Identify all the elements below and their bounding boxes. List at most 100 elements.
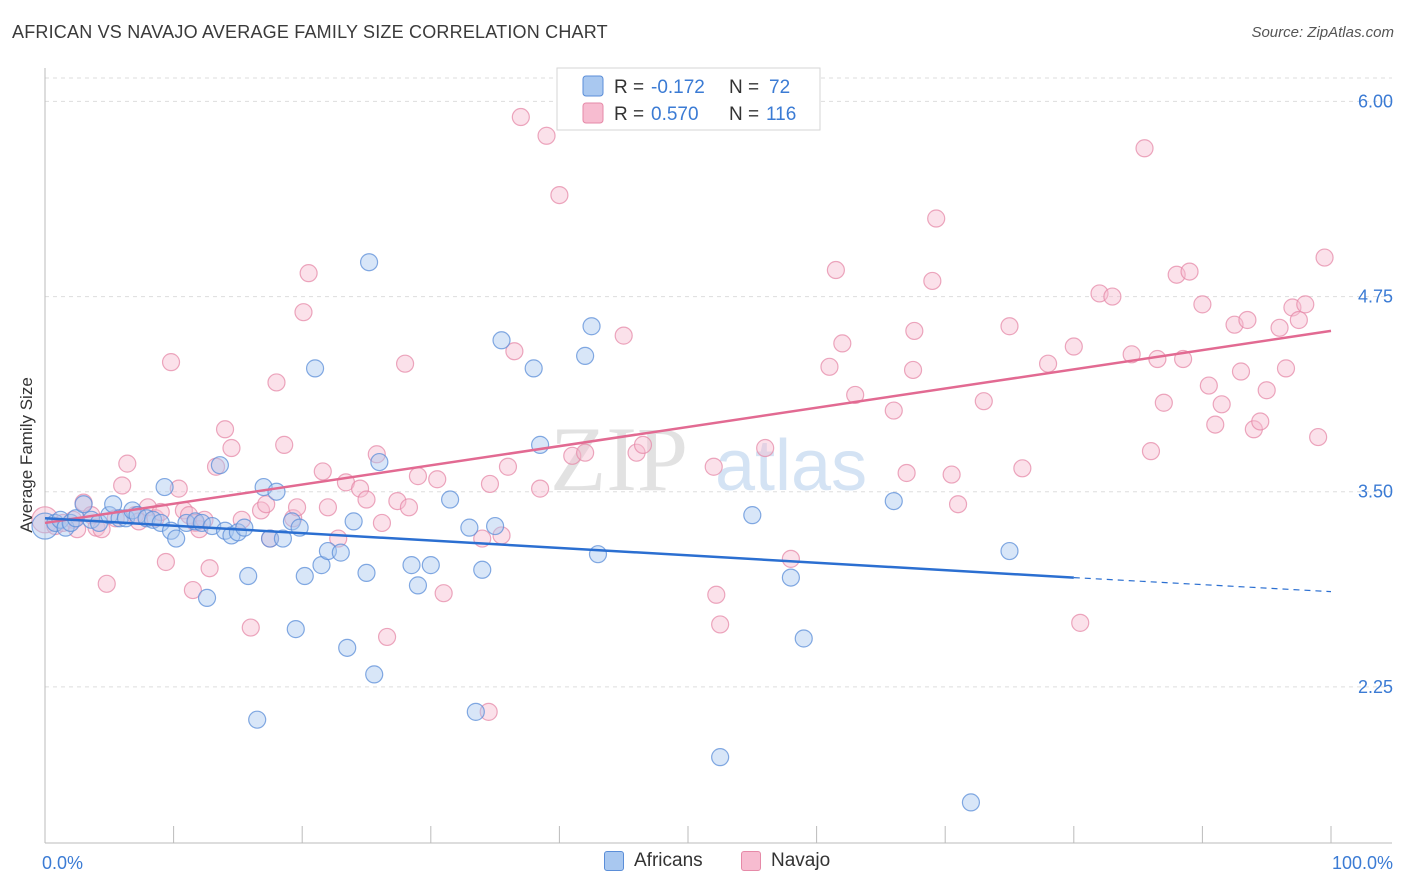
navajo-point [434, 584, 453, 603]
navajo-point [884, 401, 903, 420]
african-point [466, 702, 485, 721]
legend-swatch-navajo [582, 102, 604, 124]
navajo-point [820, 357, 839, 376]
african-point [197, 588, 217, 607]
navajo-point [633, 435, 653, 454]
y-tick-label: 6.00 [1358, 91, 1393, 111]
african-point [155, 477, 174, 497]
navajo-point [97, 574, 116, 593]
african-point [582, 317, 601, 336]
african-point [359, 253, 379, 272]
navajo-point [707, 585, 726, 604]
navajo-point [1206, 415, 1225, 434]
african-point [794, 629, 813, 648]
legend-swatch-africans [582, 75, 604, 97]
navajo-point [1013, 459, 1032, 478]
african-point [884, 491, 903, 511]
african-point [743, 506, 762, 525]
navajo-point [1296, 295, 1315, 314]
navajo-point [156, 552, 175, 572]
x-tick-label-min: 0.0% [42, 853, 83, 873]
navajo-point [711, 615, 730, 634]
navajo-point [1154, 393, 1173, 412]
navajo-point [1199, 376, 1218, 395]
legend-bottom-label-africans: Africans [634, 850, 703, 871]
navajo-point [372, 513, 392, 533]
y-tick-label: 3.50 [1358, 482, 1393, 502]
african-point [408, 576, 428, 595]
legend-bottom-swatch-africans [604, 851, 624, 871]
african-point [460, 518, 479, 537]
navajo-point [756, 438, 775, 458]
navajo-point [897, 463, 916, 483]
african-point [235, 518, 254, 537]
navajo-point [614, 326, 633, 345]
navajo-point [480, 474, 500, 494]
legend-n-label-navajo: N = [729, 104, 759, 125]
navajo-point [550, 185, 569, 205]
legend-r-label-africans: R = [614, 77, 644, 98]
navajo-point [1000, 317, 1019, 336]
african-point [402, 556, 421, 575]
navajo-point [781, 549, 800, 568]
african-point [210, 456, 229, 475]
navajo-point [183, 580, 202, 600]
african-point [1000, 541, 1019, 561]
x-tick-label-max: 100.0% [1332, 853, 1393, 873]
african-point [370, 452, 389, 472]
legend-item-navajo: Navajo [741, 850, 830, 872]
navajo-point [357, 490, 376, 509]
navajo-point [1141, 442, 1161, 461]
africans-points [31, 253, 1019, 812]
african-point [74, 495, 93, 514]
navajo-point [1257, 381, 1276, 400]
navajo-point [826, 260, 845, 280]
navajo-point [1276, 359, 1296, 378]
navajo-point [1135, 139, 1154, 158]
african-point [331, 543, 350, 562]
navajo-point [905, 321, 924, 341]
navajo-point [388, 491, 407, 511]
watermark-zip: ZIP [550, 408, 688, 510]
chart-title: AFRICAN VS NAVAJO AVERAGE FAMILY SIZE CO… [12, 22, 608, 42]
legend-n-value-navajo: 116 [766, 104, 796, 125]
navajo-point [215, 420, 235, 439]
african-point [295, 566, 314, 586]
navajo-point [479, 702, 498, 721]
navajo-point [1231, 362, 1251, 381]
navajo-point [1212, 395, 1231, 414]
african-point [524, 359, 543, 378]
navajo-point [846, 385, 865, 405]
african-point [248, 710, 267, 729]
africans-trend-line [44, 517, 1074, 579]
navajo-point [318, 498, 338, 517]
navajo-point [948, 495, 968, 514]
navajo-point [1193, 295, 1212, 314]
legend-bottom-swatch-navajo [741, 851, 761, 871]
navajo-point [704, 457, 723, 476]
african-point [440, 490, 460, 509]
navajo-point [974, 392, 993, 411]
african-point [167, 529, 186, 548]
navajo-point [942, 465, 961, 484]
navajo-point [169, 479, 188, 498]
african-point [267, 482, 286, 501]
navajo-point [1122, 345, 1141, 364]
navajo-point [927, 209, 946, 228]
legend-r-label-navajo: R = [614, 104, 644, 125]
african-point [473, 560, 492, 579]
navajo-point [511, 107, 530, 127]
african-point [486, 516, 505, 536]
african-point [576, 346, 595, 365]
navajo-point [1251, 412, 1270, 431]
african-point [137, 509, 156, 528]
african-point [961, 793, 981, 812]
african-point [588, 545, 608, 564]
axes [44, 68, 1392, 844]
africans-trend-extension [1073, 576, 1332, 593]
navajo-point [399, 498, 419, 517]
y-tick-labels: 2.25 3.50 4.75 6.00 [1358, 91, 1393, 696]
african-point [492, 331, 511, 350]
african-point [286, 620, 305, 639]
